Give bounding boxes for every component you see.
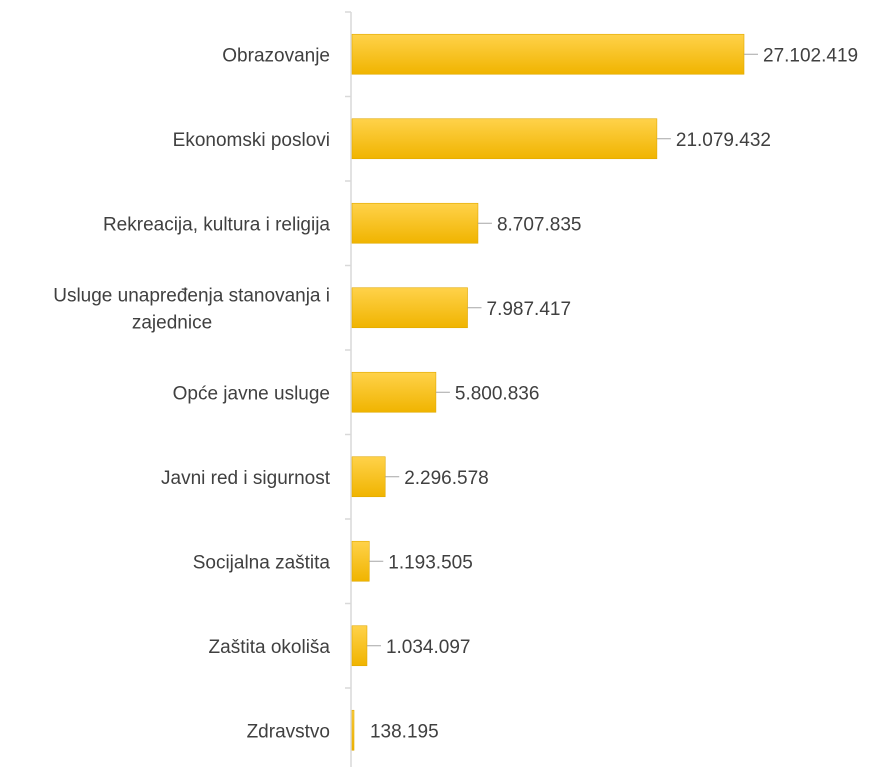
bar xyxy=(351,287,468,329)
data-label: 2.296.578 xyxy=(404,468,489,489)
data-label: 138.195 xyxy=(370,721,439,742)
category-label: Socijalna zaštita xyxy=(193,552,331,573)
data-label: 21.079.432 xyxy=(676,130,771,151)
category-label: Ekonomski poslovi xyxy=(173,130,330,151)
data-label: 8.707.835 xyxy=(497,214,582,235)
data-label: 1.193.505 xyxy=(388,552,473,573)
category-label: Obrazovanje xyxy=(222,45,330,66)
category-label: Usluge unapređenja stanovanja i zajednice xyxy=(53,285,330,333)
bar xyxy=(351,371,437,413)
data-label: 7.987.417 xyxy=(487,299,572,320)
category-label: Javni red i sigurnost xyxy=(161,468,331,489)
bar xyxy=(351,625,368,667)
bar xyxy=(351,456,386,498)
data-label: 5.800.836 xyxy=(455,383,540,404)
bar xyxy=(351,118,658,160)
bar xyxy=(351,540,370,582)
category-label: Zaštita okoliša xyxy=(209,637,331,658)
bar xyxy=(351,202,479,244)
category-label: Opće javne usluge xyxy=(173,383,330,404)
bar xyxy=(351,33,745,75)
data-label: 27.102.419 xyxy=(763,45,858,66)
category-label: Zdravstvo xyxy=(247,721,330,742)
data-label: 1.034.097 xyxy=(386,637,471,658)
category-label: Rekreacija, kultura i religija xyxy=(103,214,330,235)
bar xyxy=(351,709,355,751)
